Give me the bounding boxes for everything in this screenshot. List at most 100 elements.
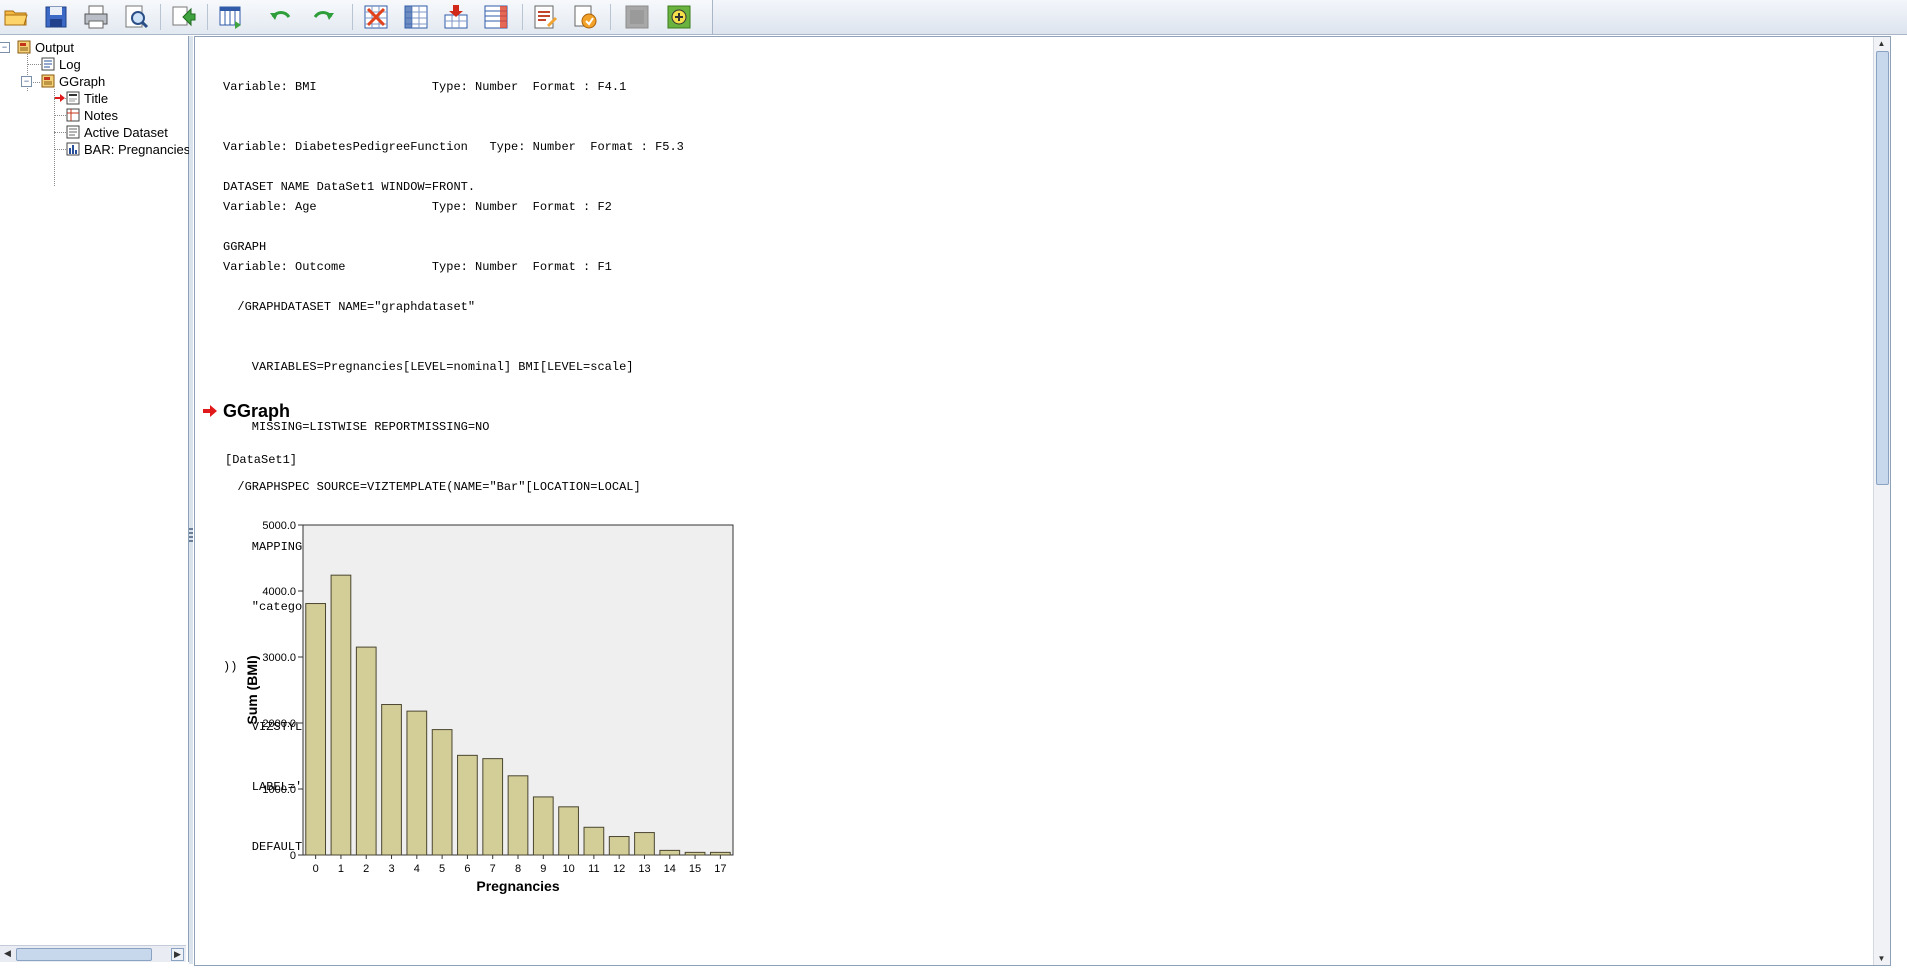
bar[interactable] bbox=[634, 832, 655, 856]
tree-item-title[interactable]: Title bbox=[55, 90, 108, 106]
syntax-line: Variable: BMI Type: Number Format : F4.1 bbox=[223, 80, 627, 94]
x-tick-label: 6 bbox=[464, 863, 470, 875]
tree-item-notes[interactable]: Notes bbox=[66, 107, 118, 123]
x-tick-label: 9 bbox=[540, 863, 546, 875]
toolbar-buttons bbox=[0, 0, 713, 34]
splitter-grip[interactable] bbox=[189, 528, 193, 542]
syntax-line: Variable: Outcome Type: Number Format : … bbox=[223, 260, 612, 274]
syntax-line: DATASET NAME DataSet1 WINDOW=FRONT. bbox=[223, 180, 476, 194]
insert-variables-icon[interactable] bbox=[481, 2, 511, 32]
scroll-left-arrow-icon[interactable]: ◀ bbox=[4, 948, 11, 958]
pane-splitter[interactable] bbox=[189, 36, 193, 964]
tree-item-ggraph[interactable]: GGraph bbox=[41, 73, 105, 89]
print-icon[interactable] bbox=[81, 2, 111, 32]
tree-item-label: Notes bbox=[84, 107, 118, 123]
bar[interactable] bbox=[406, 710, 428, 856]
x-tick-label: 12 bbox=[613, 863, 625, 875]
split-file-icon[interactable] bbox=[530, 2, 560, 32]
open-folder-icon[interactable] bbox=[1, 2, 31, 32]
print-preview-icon[interactable] bbox=[121, 2, 151, 32]
x-tick-label: 10 bbox=[562, 863, 574, 875]
bar[interactable] bbox=[709, 851, 731, 856]
bar-chart-icon bbox=[66, 142, 80, 156]
insert-cases-icon[interactable] bbox=[441, 2, 471, 32]
syntax-line: /GRAPHDATASET NAME="graphdataset" bbox=[223, 300, 476, 314]
x-tick-label: 0 bbox=[313, 863, 319, 875]
scroll-down-arrow-icon[interactable]: ▼ bbox=[1877, 954, 1886, 963]
bar[interactable] bbox=[507, 775, 529, 856]
notes-icon bbox=[66, 108, 80, 122]
tree-item-bar-chart[interactable]: BAR: Pregnancies bbox=[66, 141, 190, 157]
tree-item-output[interactable]: Output bbox=[17, 39, 74, 55]
y-tick-label: 2000.0 bbox=[262, 718, 296, 730]
bar[interactable] bbox=[431, 729, 453, 856]
tree-item-label: Output bbox=[35, 39, 75, 55]
y-tick-label: 1000.0 bbox=[262, 784, 296, 796]
tree-item-label: Active Dataset bbox=[84, 124, 168, 140]
collapse-ggraph-button[interactable]: − bbox=[21, 76, 32, 87]
bar[interactable] bbox=[684, 851, 706, 856]
x-axis-label: Pregnancies bbox=[476, 878, 559, 894]
bar[interactable] bbox=[457, 754, 478, 856]
syntax-line: MISSING=LISTWISE REPORTMISSING=NO bbox=[223, 420, 490, 434]
scroll-thumb[interactable] bbox=[16, 948, 152, 961]
x-tick-label: 15 bbox=[689, 863, 701, 875]
redo-icon[interactable] bbox=[308, 2, 338, 32]
bar[interactable] bbox=[355, 646, 377, 856]
undo-icon[interactable] bbox=[266, 2, 296, 32]
syntax-line: VARIABLES=Pregnancies[LEVEL=nominal] BMI… bbox=[223, 360, 634, 374]
x-tick-label: 1 bbox=[338, 863, 344, 875]
section-heading[interactable]: GGraph bbox=[223, 401, 291, 421]
x-axis: 0 1 2 3 4 5 6 7 8 9 10 11 12 13 14 15 17 bbox=[313, 855, 726, 875]
tree-item-active-dataset[interactable]: Active Dataset bbox=[66, 124, 168, 140]
bar[interactable] bbox=[532, 796, 554, 856]
bar[interactable] bbox=[608, 836, 630, 856]
goto-case-icon[interactable] bbox=[361, 2, 391, 32]
current-item-arrow-icon bbox=[203, 405, 217, 417]
x-tick-label: 4 bbox=[414, 863, 420, 875]
export-icon[interactable] bbox=[168, 2, 198, 32]
y-axis: 0 1000.0 2000.0 3000.0 4000.0 5000.0 bbox=[262, 520, 303, 862]
scroll-right-arrow-icon[interactable]: ▶ bbox=[171, 948, 184, 961]
x-tick-label: 11 bbox=[588, 863, 599, 875]
y-tick-label: 3000.0 bbox=[262, 652, 296, 664]
tree-item-log[interactable]: Log bbox=[41, 56, 81, 72]
current-item-arrow-icon bbox=[55, 94, 65, 102]
y-tick-label: 0 bbox=[290, 850, 296, 862]
add-ons-icon[interactable] bbox=[664, 2, 694, 32]
bar[interactable] bbox=[659, 849, 681, 856]
output-book-icon bbox=[17, 40, 31, 54]
scroll-up-arrow-icon[interactable]: ▲ bbox=[1877, 39, 1886, 48]
x-tick-label: 14 bbox=[664, 863, 676, 875]
dataset-tag: [DataSet1] bbox=[225, 453, 298, 467]
disabled-button-icon bbox=[622, 2, 652, 32]
output-content-pane: Variable: BMI Type: Number Format : F4.1… bbox=[194, 36, 1891, 966]
goto-variable-icon[interactable] bbox=[401, 2, 431, 32]
bar[interactable] bbox=[583, 826, 605, 856]
scroll-thumb[interactable] bbox=[1876, 51, 1889, 485]
save-icon[interactable] bbox=[41, 2, 71, 32]
collapse-output-button[interactable]: − bbox=[0, 42, 10, 53]
toolbar bbox=[0, 0, 1907, 35]
bar[interactable] bbox=[330, 574, 352, 856]
value-labels-icon[interactable] bbox=[570, 2, 600, 32]
x-tick-label: 7 bbox=[490, 863, 496, 875]
bar[interactable] bbox=[305, 603, 327, 856]
tree-item-label: BAR: Pregnancies bbox=[84, 141, 191, 157]
bar[interactable] bbox=[482, 758, 504, 856]
goto-data-icon[interactable] bbox=[216, 2, 246, 32]
bar[interactable] bbox=[381, 704, 402, 856]
tree-item-label: Log bbox=[59, 56, 81, 72]
x-tick-label: 17 bbox=[714, 863, 726, 875]
syntax-line: Variable: Age Type: Number Format : F2 bbox=[223, 200, 612, 214]
x-tick-label: 2 bbox=[363, 863, 369, 875]
ggraph-book-icon bbox=[41, 74, 55, 88]
log-icon bbox=[41, 57, 55, 71]
content-vertical-scrollbar[interactable]: ▲ ▼ bbox=[1873, 37, 1890, 965]
bar[interactable] bbox=[558, 806, 579, 856]
x-tick-label: 8 bbox=[515, 863, 521, 875]
outline-horizontal-scrollbar[interactable]: ◀ ▶ bbox=[0, 945, 186, 962]
outline-pane: − − Output Log GGraph Title Notes Active… bbox=[0, 36, 190, 962]
dataset-icon bbox=[66, 125, 80, 139]
